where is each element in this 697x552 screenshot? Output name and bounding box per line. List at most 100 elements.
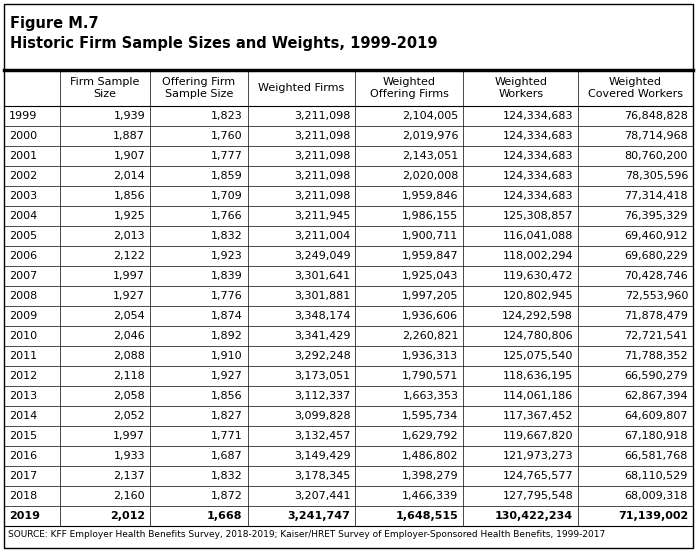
Text: 124,780,806: 124,780,806 <box>503 331 573 341</box>
Text: 2,260,821: 2,260,821 <box>402 331 459 341</box>
Text: 2,118: 2,118 <box>114 371 145 381</box>
Text: 1,925,043: 1,925,043 <box>402 271 459 281</box>
Text: 3,211,004: 3,211,004 <box>294 231 351 241</box>
Text: 67,180,918: 67,180,918 <box>625 431 688 441</box>
Text: 1,986,155: 1,986,155 <box>402 211 459 221</box>
Text: 2,104,005: 2,104,005 <box>402 111 459 121</box>
Text: Historic Firm Sample Sizes and Weights, 1999-2019: Historic Firm Sample Sizes and Weights, … <box>10 36 438 51</box>
Text: 1,887: 1,887 <box>114 131 145 141</box>
Text: 1,629,792: 1,629,792 <box>401 431 459 441</box>
Text: Weighted
Offering Firms: Weighted Offering Firms <box>370 77 449 99</box>
Text: 2,088: 2,088 <box>114 351 145 361</box>
Text: SOURCE: KFF Employer Health Benefits Survey, 2018-2019; Kaiser/HRET Survey of Em: SOURCE: KFF Employer Health Benefits Sur… <box>8 530 605 539</box>
Text: 1,910: 1,910 <box>211 351 243 361</box>
Text: 116,041,088: 116,041,088 <box>503 231 573 241</box>
Text: 1,892: 1,892 <box>210 331 243 341</box>
Text: 1,839: 1,839 <box>210 271 243 281</box>
Text: 2005: 2005 <box>9 231 37 241</box>
Text: Weighted Firms: Weighted Firms <box>259 83 344 93</box>
Text: 117,367,452: 117,367,452 <box>503 411 573 421</box>
Text: 1,936,313: 1,936,313 <box>402 351 459 361</box>
Text: 78,714,968: 78,714,968 <box>625 131 688 141</box>
Text: 2015: 2015 <box>9 431 37 441</box>
Text: 3,149,429: 3,149,429 <box>294 451 351 461</box>
Text: 1,936,606: 1,936,606 <box>402 311 459 321</box>
Text: 114,061,186: 114,061,186 <box>503 391 573 401</box>
Text: 69,460,912: 69,460,912 <box>625 231 688 241</box>
Text: 3,211,098: 3,211,098 <box>294 111 351 121</box>
Text: 1,663,353: 1,663,353 <box>402 391 459 401</box>
Text: 1,959,846: 1,959,846 <box>402 191 459 201</box>
Text: 1,925: 1,925 <box>114 211 145 221</box>
Text: 2,046: 2,046 <box>114 331 145 341</box>
Text: 1,790,571: 1,790,571 <box>402 371 459 381</box>
Text: 1,923: 1,923 <box>210 251 243 261</box>
Text: 1,771: 1,771 <box>210 431 243 441</box>
Text: Weighted
Covered Workers: Weighted Covered Workers <box>588 77 683 99</box>
Text: 2009: 2009 <box>9 311 37 321</box>
Text: 71,878,479: 71,878,479 <box>624 311 688 321</box>
Text: 1,959,847: 1,959,847 <box>401 251 459 261</box>
Text: 2011: 2011 <box>9 351 37 361</box>
Text: 2,014: 2,014 <box>114 171 145 181</box>
Text: 1,687: 1,687 <box>210 451 243 461</box>
Text: 2,058: 2,058 <box>114 391 145 401</box>
Text: 2,013: 2,013 <box>114 231 145 241</box>
Text: 1,823: 1,823 <box>210 111 243 121</box>
Text: 1,907: 1,907 <box>114 151 145 161</box>
Text: 1,997,205: 1,997,205 <box>402 291 459 301</box>
Text: 1,997: 1,997 <box>114 271 145 281</box>
Text: 121,973,273: 121,973,273 <box>503 451 573 461</box>
Text: 1,827: 1,827 <box>210 411 243 421</box>
Text: 118,636,195: 118,636,195 <box>503 371 573 381</box>
Text: 2000: 2000 <box>9 131 37 141</box>
Text: 120,802,945: 120,802,945 <box>503 291 573 301</box>
Text: 1,856: 1,856 <box>211 391 243 401</box>
Text: 1,398,279: 1,398,279 <box>401 471 459 481</box>
Text: 2016: 2016 <box>9 451 37 461</box>
Text: 124,334,683: 124,334,683 <box>503 111 573 121</box>
Text: 2004: 2004 <box>9 211 37 221</box>
Text: 68,110,529: 68,110,529 <box>625 471 688 481</box>
Text: 2,160: 2,160 <box>114 491 145 501</box>
Text: 71,788,352: 71,788,352 <box>625 351 688 361</box>
Text: 2014: 2014 <box>9 411 37 421</box>
Text: 1,668: 1,668 <box>207 511 243 521</box>
Text: Firm Sample
Size: Firm Sample Size <box>70 77 139 99</box>
Text: 76,395,329: 76,395,329 <box>625 211 688 221</box>
Text: 3,173,051: 3,173,051 <box>294 371 351 381</box>
Text: 1,856: 1,856 <box>114 191 145 201</box>
Text: 77,314,418: 77,314,418 <box>625 191 688 201</box>
Text: 68,009,318: 68,009,318 <box>625 491 688 501</box>
Text: 1,939: 1,939 <box>114 111 145 121</box>
Text: 2013: 2013 <box>9 391 37 401</box>
Text: 69,680,229: 69,680,229 <box>625 251 688 261</box>
Text: 2002: 2002 <box>9 171 37 181</box>
Text: 2,137: 2,137 <box>114 471 145 481</box>
Text: Figure M.7: Figure M.7 <box>10 16 98 31</box>
Text: 1,760: 1,760 <box>211 131 243 141</box>
Text: 1999: 1999 <box>9 111 38 121</box>
Text: Weighted
Workers: Weighted Workers <box>494 77 547 99</box>
Text: 71,139,002: 71,139,002 <box>618 511 688 521</box>
Text: 3,132,457: 3,132,457 <box>294 431 351 441</box>
Text: 1,777: 1,777 <box>210 151 243 161</box>
Text: Offering Firm
Sample Size: Offering Firm Sample Size <box>162 77 236 99</box>
Text: 76,848,828: 76,848,828 <box>624 111 688 121</box>
Text: 2019: 2019 <box>9 511 40 521</box>
Text: 66,581,768: 66,581,768 <box>625 451 688 461</box>
Text: 1,709: 1,709 <box>210 191 243 201</box>
Text: 1,997: 1,997 <box>114 431 145 441</box>
Text: 72,553,960: 72,553,960 <box>625 291 688 301</box>
Text: 2006: 2006 <box>9 251 37 261</box>
Text: 1,900,711: 1,900,711 <box>402 231 459 241</box>
Text: 3,112,337: 3,112,337 <box>294 391 351 401</box>
Text: 2,052: 2,052 <box>114 411 145 421</box>
Text: 3,211,098: 3,211,098 <box>294 151 351 161</box>
Text: 2003: 2003 <box>9 191 37 201</box>
Text: 2008: 2008 <box>9 291 37 301</box>
Text: 3,211,098: 3,211,098 <box>294 131 351 141</box>
Text: 3,348,174: 3,348,174 <box>294 311 351 321</box>
Text: 2,122: 2,122 <box>114 251 145 261</box>
Text: 1,859: 1,859 <box>210 171 243 181</box>
